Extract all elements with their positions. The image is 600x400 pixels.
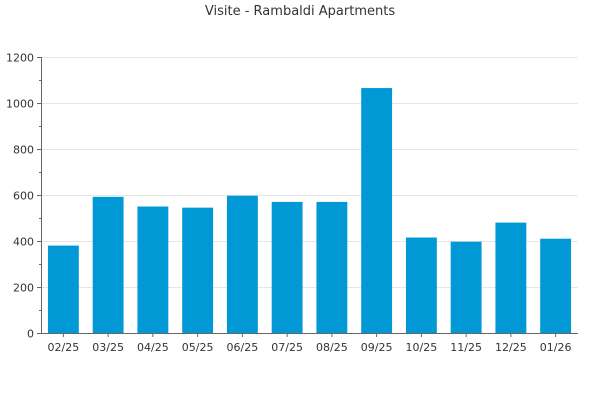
x-tick-label: 05/25 — [182, 341, 214, 354]
x-tick-label: 09/25 — [361, 341, 393, 354]
y-tick-label: 400 — [13, 236, 34, 249]
x-tick-label: 02/25 — [48, 341, 80, 354]
bar[interactable] — [226, 195, 258, 333]
bar[interactable] — [137, 206, 169, 334]
x-tick-label: 11/25 — [450, 341, 482, 354]
x-tick-label: 03/25 — [92, 341, 124, 354]
bar[interactable] — [450, 241, 482, 333]
bar[interactable] — [182, 207, 214, 333]
bar[interactable] — [316, 201, 348, 333]
bar[interactable] — [405, 237, 437, 333]
x-tick-label: 12/25 — [495, 341, 527, 354]
bar[interactable] — [540, 238, 572, 333]
x-tick-label: 08/25 — [316, 341, 348, 354]
bar[interactable] — [271, 201, 303, 333]
bar[interactable] — [361, 88, 393, 333]
chart-title: Visite - Rambaldi Apartments — [204, 4, 396, 19]
bar[interactable] — [495, 222, 527, 333]
y-tick-label: 600 — [13, 190, 34, 203]
y-tick-label: 800 — [13, 144, 34, 157]
x-tick-label: 01/26 — [540, 341, 572, 354]
bar[interactable] — [92, 196, 124, 333]
y-tick-label: 1200 — [6, 52, 34, 65]
x-tick-label: 04/25 — [137, 341, 169, 354]
y-tick-label: 200 — [13, 282, 34, 295]
x-tick-label: 07/25 — [271, 341, 303, 354]
x-tick-label: 10/25 — [406, 341, 438, 354]
y-tick-label: 1000 — [6, 98, 34, 111]
bar[interactable] — [47, 245, 79, 333]
x-tick-label: 06/25 — [227, 341, 259, 354]
y-tick-label: 0 — [27, 328, 34, 341]
